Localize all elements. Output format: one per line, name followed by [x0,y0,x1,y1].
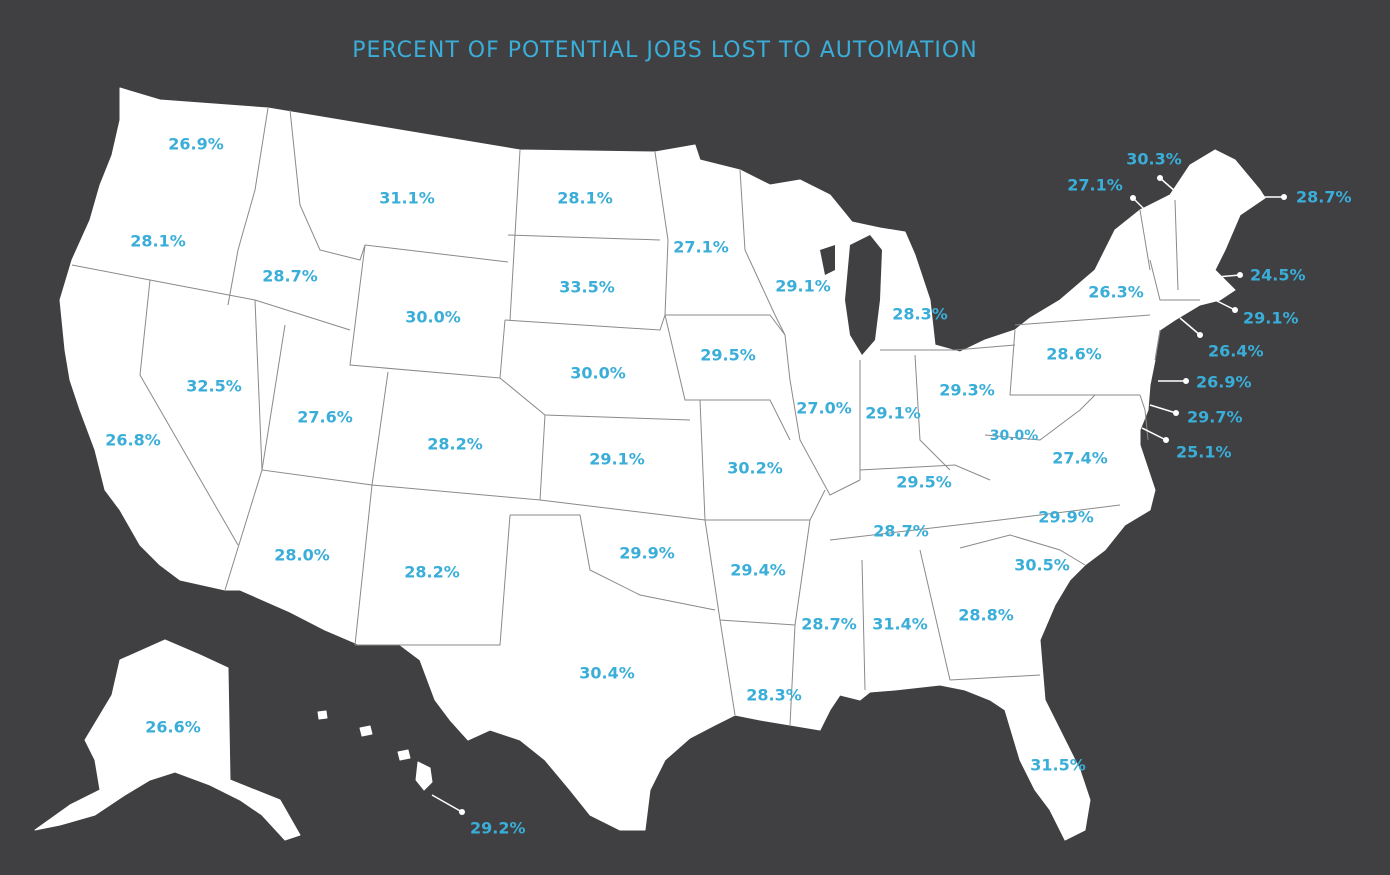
state-label-hi: 29.2% [470,819,526,838]
state-label-al: 31.4% [872,615,928,634]
state-label-mi: 28.3% [892,305,948,324]
state-label-ks: 29.1% [589,450,645,469]
state-labels: 26.9% 28.1% 26.8% 28.7% 32.5% 31.1% 30.0… [105,135,1351,838]
state-label-tn: 28.7% [873,522,929,541]
alaska-shape [34,639,301,841]
hawaii-kauai [317,710,328,720]
state-label-or: 28.1% [130,232,186,251]
state-label-ut: 27.6% [297,408,353,427]
state-label-md: 25.1% [1176,443,1232,462]
state-label-ky: 29.5% [896,473,952,492]
state-label-nm: 28.2% [404,563,460,582]
state-label-in: 29.1% [865,404,921,423]
state-label-sc: 30.5% [1014,556,1070,575]
state-label-id: 28.7% [262,267,318,286]
state-label-la: 28.3% [746,686,802,705]
state-label-sd: 33.5% [559,278,615,297]
state-label-wi: 29.1% [775,277,831,296]
state-label-mo: 30.2% [727,459,783,478]
state-label-il: 27.0% [796,399,852,418]
hawaii-oahu [359,725,373,737]
state-borders [71,107,1200,726]
state-label-mn: 27.1% [673,238,729,257]
state-label-ca: 26.8% [105,431,161,450]
state-label-mt: 31.1% [379,189,435,208]
state-label-nh: 30.3% [1126,150,1182,169]
state-label-ok: 29.9% [619,544,675,563]
state-label-fl: 31.5% [1030,756,1086,775]
state-label-oh: 29.3% [939,381,995,400]
callout-leaders [431,175,1287,815]
state-label-wa: 26.9% [168,135,224,154]
state-label-ia: 29.5% [700,346,756,365]
state-label-ri: 29.1% [1243,309,1299,328]
state-label-vt: 27.1% [1067,176,1123,195]
state-label-ak: 26.6% [145,718,201,737]
state-label-pa: 28.6% [1046,345,1102,364]
green-bay [820,245,835,275]
state-label-nv: 32.5% [186,377,242,396]
state-label-tx: 30.4% [579,664,635,683]
hawaii-main [415,761,433,791]
state-label-me: 28.7% [1296,188,1352,207]
state-label-ne: 30.0% [570,364,626,383]
state-label-ma: 24.5% [1250,266,1306,285]
state-label-va: 27.4% [1052,449,1108,468]
state-label-wy: 30.0% [405,308,461,327]
state-label-co: 28.2% [427,435,483,454]
state-label-wv: 30.0% [990,428,1039,444]
state-label-ny: 26.3% [1088,283,1144,302]
state-label-ar: 29.4% [730,561,786,580]
state-label-az: 28.0% [274,546,330,565]
state-label-ms: 28.7% [801,615,857,634]
hawaii-maui [397,749,411,761]
state-label-nd: 28.1% [557,189,613,208]
state-label-nj: 26.9% [1196,373,1252,392]
state-label-de: 29.7% [1187,408,1243,427]
map-title: PERCENT OF POTENTIAL JOBS LOST TO AUTOMA… [352,38,978,63]
state-label-ct: 26.4% [1208,342,1264,361]
state-label-nc: 29.9% [1038,508,1094,527]
lake-michigan [845,235,882,355]
state-label-ga: 28.8% [958,606,1014,625]
